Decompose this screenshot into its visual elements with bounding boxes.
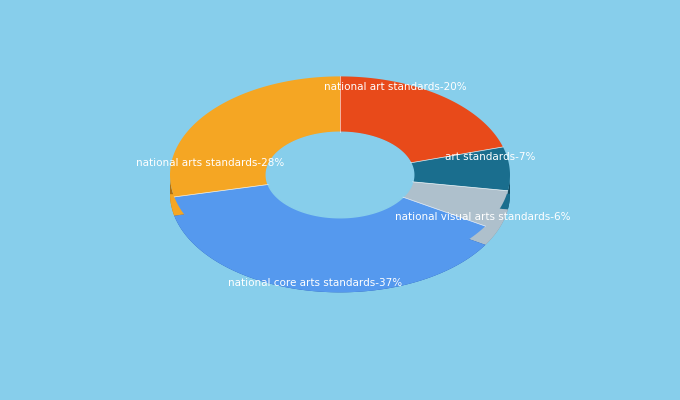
Polygon shape <box>170 76 340 197</box>
Polygon shape <box>486 191 508 245</box>
Polygon shape <box>340 76 503 163</box>
Polygon shape <box>413 194 510 210</box>
Polygon shape <box>174 184 486 274</box>
Polygon shape <box>267 132 413 218</box>
Polygon shape <box>403 182 508 226</box>
Polygon shape <box>268 184 403 236</box>
Text: national core arts standards-37%: national core arts standards-37% <box>228 278 402 288</box>
Text: art standards-7%: art standards-7% <box>445 152 535 162</box>
Polygon shape <box>267 175 268 203</box>
Text: national visual arts standards-6%: national visual arts standards-6% <box>395 212 571 222</box>
Polygon shape <box>403 200 508 245</box>
Polygon shape <box>508 175 510 210</box>
Polygon shape <box>411 147 510 191</box>
Polygon shape <box>174 203 486 292</box>
Polygon shape <box>170 194 268 216</box>
Text: national art standards-20%: national art standards-20% <box>324 82 466 92</box>
Polygon shape <box>403 182 413 216</box>
Polygon shape <box>170 176 174 216</box>
Text: national arts standards-28%: national arts standards-28% <box>136 158 284 168</box>
Polygon shape <box>174 197 486 292</box>
